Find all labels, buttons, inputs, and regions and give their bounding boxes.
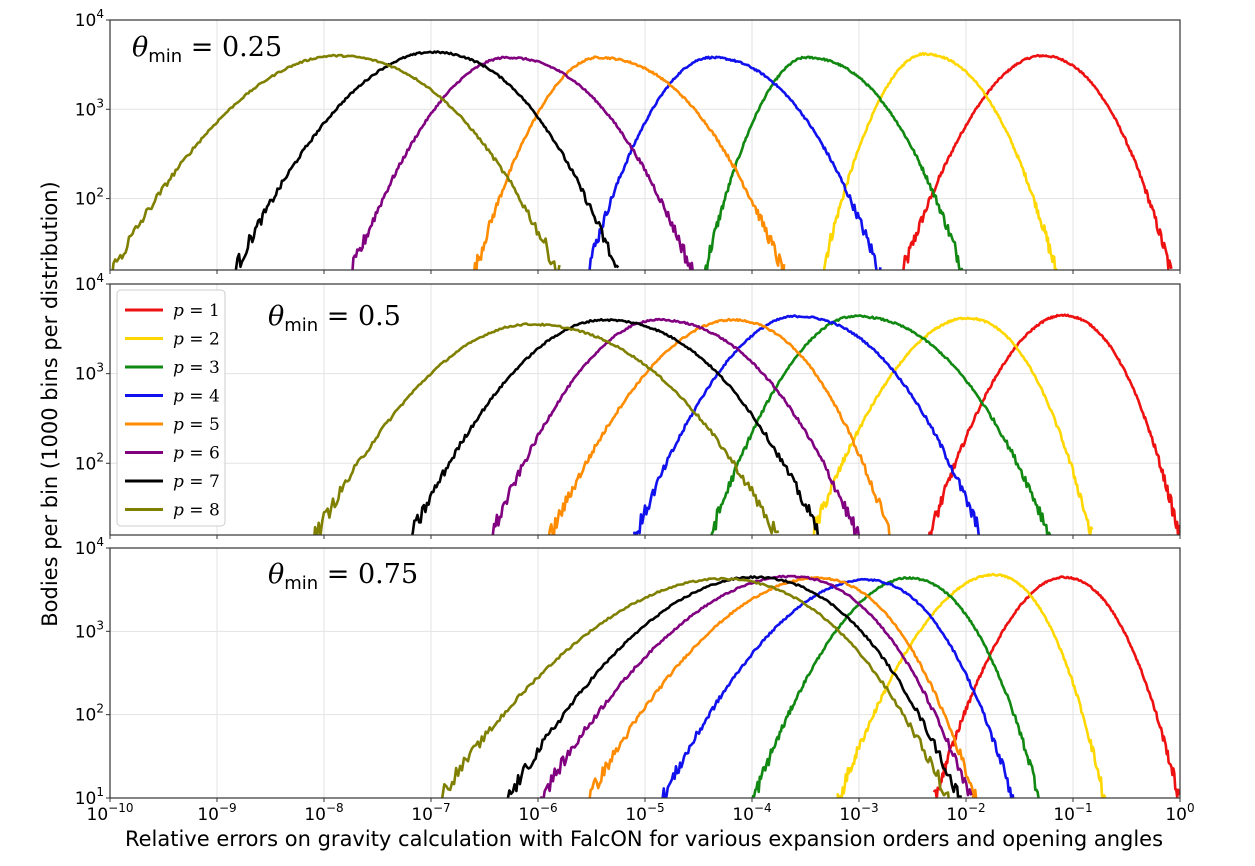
series-line-p-4 (633, 314, 981, 535)
y-tick-label: 104 (75, 7, 104, 31)
y-tick-label: 102 (75, 450, 104, 474)
series-line-p-7 (234, 50, 620, 270)
x-tick-label: 10−9 (197, 801, 236, 825)
x-tick-label: 10−7 (411, 801, 450, 825)
legend-entry: p = 2 (173, 330, 220, 350)
series-line-p-8 (313, 322, 780, 535)
series-line-p-1 (902, 53, 1173, 270)
y-tick-label: 104 (75, 271, 104, 295)
x-tick-label: 10−1 (1053, 801, 1092, 825)
series-line-p-8 (440, 576, 950, 798)
x-tick-label: 10−3 (839, 801, 878, 825)
y-axis-label: Bodies per bin (1000 bins per distributi… (38, 181, 62, 627)
series-line-p-3 (703, 55, 966, 270)
legend-entry: p = 1 (173, 301, 220, 321)
legend-entry: p = 6 (173, 444, 220, 464)
x-tick-label: 10−6 (518, 801, 557, 825)
x-axis-label: Relative errors on gravity calculation w… (125, 827, 1163, 851)
series-line-p-8 (111, 53, 561, 270)
y-tick-label: 103 (75, 361, 104, 385)
legend-entry: p = 4 (173, 387, 220, 407)
legend-entry: p = 5 (173, 415, 220, 435)
series-line-p-2 (822, 51, 1058, 270)
legend-entry: p = 7 (173, 472, 220, 492)
series-line-p-1 (927, 313, 1180, 535)
y-tick-label: 101 (75, 785, 104, 809)
legend-entry: p = 3 (173, 358, 220, 378)
series-line-p-5 (473, 55, 786, 270)
y-tick-label: 102 (75, 702, 104, 726)
curves (313, 313, 1180, 535)
series-line-p-4 (588, 55, 882, 270)
theta-label: θmin = 0.75 (268, 559, 418, 594)
panel-1: 102 103 104 θmin = 0.25 (75, 7, 1181, 271)
x-tick-label: 100 (1165, 801, 1194, 825)
theta-label: θmin = 0.5 (268, 301, 401, 336)
series-line-p-2 (812, 316, 1094, 535)
x-tick-label: 10−4 (732, 801, 771, 825)
series-line-p-6 (491, 317, 861, 535)
panel-3: 101 102 103 104 θmin = 0.75 (75, 535, 1181, 809)
series-line-p-5 (547, 317, 891, 535)
legend-box (116, 289, 226, 527)
series-line-p-4 (661, 577, 1015, 798)
curves (111, 50, 1173, 270)
series-line-p-1 (932, 575, 1180, 798)
series-line-p-3 (710, 314, 1052, 535)
curves (440, 572, 1180, 798)
series-line-p-7 (411, 317, 820, 535)
x-tick-label: 10−8 (304, 801, 343, 825)
y-tick-label: 102 (75, 186, 104, 210)
legend-entry: p = 8 (173, 501, 220, 521)
x-tick-label: 10−5 (625, 801, 664, 825)
series-line-p-2 (836, 572, 1107, 798)
x-tick-label: 10−2 (946, 801, 985, 825)
series-line-p-6 (351, 55, 694, 270)
y-tick-label: 104 (75, 535, 104, 559)
x-tick-label: 10−10 (87, 801, 134, 825)
legend: p = 1 p = 2 p = 3 p = 4 p = 5 p = 6 p = 7 p = 8 (116, 289, 226, 527)
y-tick-label: 103 (75, 96, 104, 120)
series-line-p-5 (588, 575, 978, 798)
series-line-p-3 (751, 576, 1040, 798)
theta-label: θmin = 0.25 (132, 32, 282, 67)
panel-2: 102 103 104 θmin = 0.5 (75, 271, 1181, 536)
y-tick-label: 103 (75, 618, 104, 642)
